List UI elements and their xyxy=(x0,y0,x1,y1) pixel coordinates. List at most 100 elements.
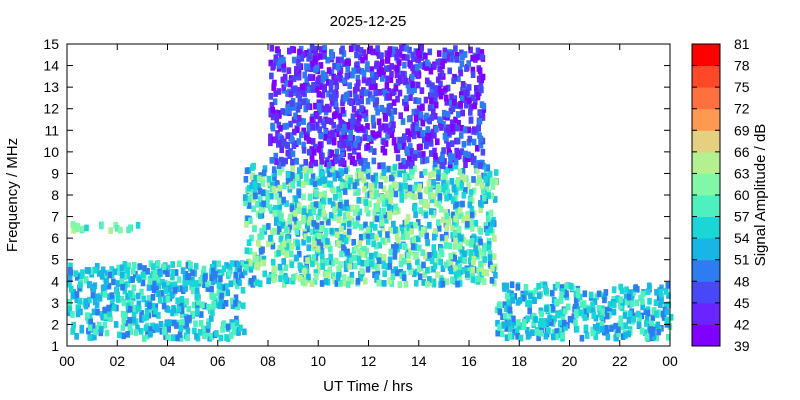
heat-cell xyxy=(422,136,427,144)
heat-cell xyxy=(385,199,390,207)
heat-cell xyxy=(196,298,201,306)
heat-cell xyxy=(377,253,382,260)
heat-cell xyxy=(414,63,420,71)
heat-cell xyxy=(355,74,361,82)
heat-cell xyxy=(132,262,137,269)
heat-cell xyxy=(437,73,443,80)
heat-cell xyxy=(333,100,338,108)
heat-cell xyxy=(416,97,422,105)
heat-cell xyxy=(655,321,661,329)
heat-cell xyxy=(524,327,530,334)
heat-cell xyxy=(280,76,286,84)
heat-cell xyxy=(198,319,204,327)
heat-cell xyxy=(356,152,361,160)
heat-cell xyxy=(331,122,336,129)
heat-cell xyxy=(408,248,413,256)
heat-cell xyxy=(306,273,311,281)
heat-cell xyxy=(341,77,347,85)
heat-cell xyxy=(431,192,436,200)
heat-cell xyxy=(617,321,623,328)
heat-cell xyxy=(465,271,470,278)
heat-cell xyxy=(428,63,434,71)
heat-cell xyxy=(351,239,356,246)
heat-cell xyxy=(392,248,398,255)
heat-cell xyxy=(605,333,611,341)
heat-cell xyxy=(93,267,98,274)
heat-cell xyxy=(284,80,289,87)
heat-cell xyxy=(507,332,513,340)
heat-cell xyxy=(345,281,351,288)
heat-cell xyxy=(385,75,391,83)
heat-cell xyxy=(272,275,278,283)
heat-cell xyxy=(346,139,352,146)
heat-cell xyxy=(273,59,278,66)
heat-cell xyxy=(231,328,237,336)
heat-cell xyxy=(340,182,345,189)
heat-cell xyxy=(282,246,288,254)
heat-cell xyxy=(390,125,396,133)
heat-cell xyxy=(288,148,293,155)
heat-cell xyxy=(362,134,367,141)
heat-cell xyxy=(486,175,491,183)
heat-cell xyxy=(135,222,141,229)
heat-cell xyxy=(322,190,327,198)
heat-cell xyxy=(212,260,217,268)
heat-cell xyxy=(536,334,541,342)
heat-cell xyxy=(290,242,295,250)
heat-cell xyxy=(341,141,346,148)
heat-cell xyxy=(451,211,456,219)
heat-cell xyxy=(664,316,670,324)
heat-cell xyxy=(372,271,377,279)
heat-cell xyxy=(408,268,413,276)
heat-cell xyxy=(313,159,319,167)
heat-cell xyxy=(314,273,319,280)
heat-cell xyxy=(490,177,496,185)
heat-cell xyxy=(404,218,409,226)
heat-cell xyxy=(156,275,161,283)
heat-cell xyxy=(322,85,327,93)
heat-cell xyxy=(261,224,267,232)
heat-cell xyxy=(376,279,381,287)
y-tick-label: 10 xyxy=(43,144,59,160)
heat-cell xyxy=(119,271,125,279)
heat-cell xyxy=(409,228,414,235)
heat-cell xyxy=(102,321,108,329)
heat-cell xyxy=(323,278,329,285)
heat-cell xyxy=(387,256,393,264)
heat-cell xyxy=(329,227,334,235)
heat-cell xyxy=(172,287,178,294)
heat-cell xyxy=(444,99,450,106)
heat-cell xyxy=(317,262,322,270)
heat-cell xyxy=(122,287,128,295)
heat-cell xyxy=(249,182,255,189)
heat-cell xyxy=(403,100,409,107)
heat-cell xyxy=(338,233,344,241)
heat-cell xyxy=(444,186,449,194)
heat-cell xyxy=(640,290,646,298)
heat-cell xyxy=(373,251,379,259)
heat-cell xyxy=(193,263,199,270)
heat-cell xyxy=(490,220,496,228)
heat-cell xyxy=(335,202,341,210)
heat-cell xyxy=(276,141,281,148)
heat-cell xyxy=(633,284,639,291)
heat-cell xyxy=(534,329,540,336)
heat-cell xyxy=(389,131,395,138)
heat-cell xyxy=(349,158,355,165)
heat-cell xyxy=(504,282,510,290)
heat-cell xyxy=(473,220,479,227)
heat-cell xyxy=(659,297,664,305)
heat-cell xyxy=(469,205,475,213)
heat-cell xyxy=(471,187,477,195)
heat-cell xyxy=(173,269,179,276)
heat-cell xyxy=(363,109,369,117)
heat-cell xyxy=(269,192,274,200)
heat-cell xyxy=(420,157,425,165)
heat-cell xyxy=(351,106,357,113)
heat-cell xyxy=(384,82,390,89)
heat-cell xyxy=(160,278,165,286)
heat-cell xyxy=(391,121,396,129)
heat-cell xyxy=(370,174,376,182)
heat-cell xyxy=(449,124,455,132)
heat-cell xyxy=(435,138,440,146)
